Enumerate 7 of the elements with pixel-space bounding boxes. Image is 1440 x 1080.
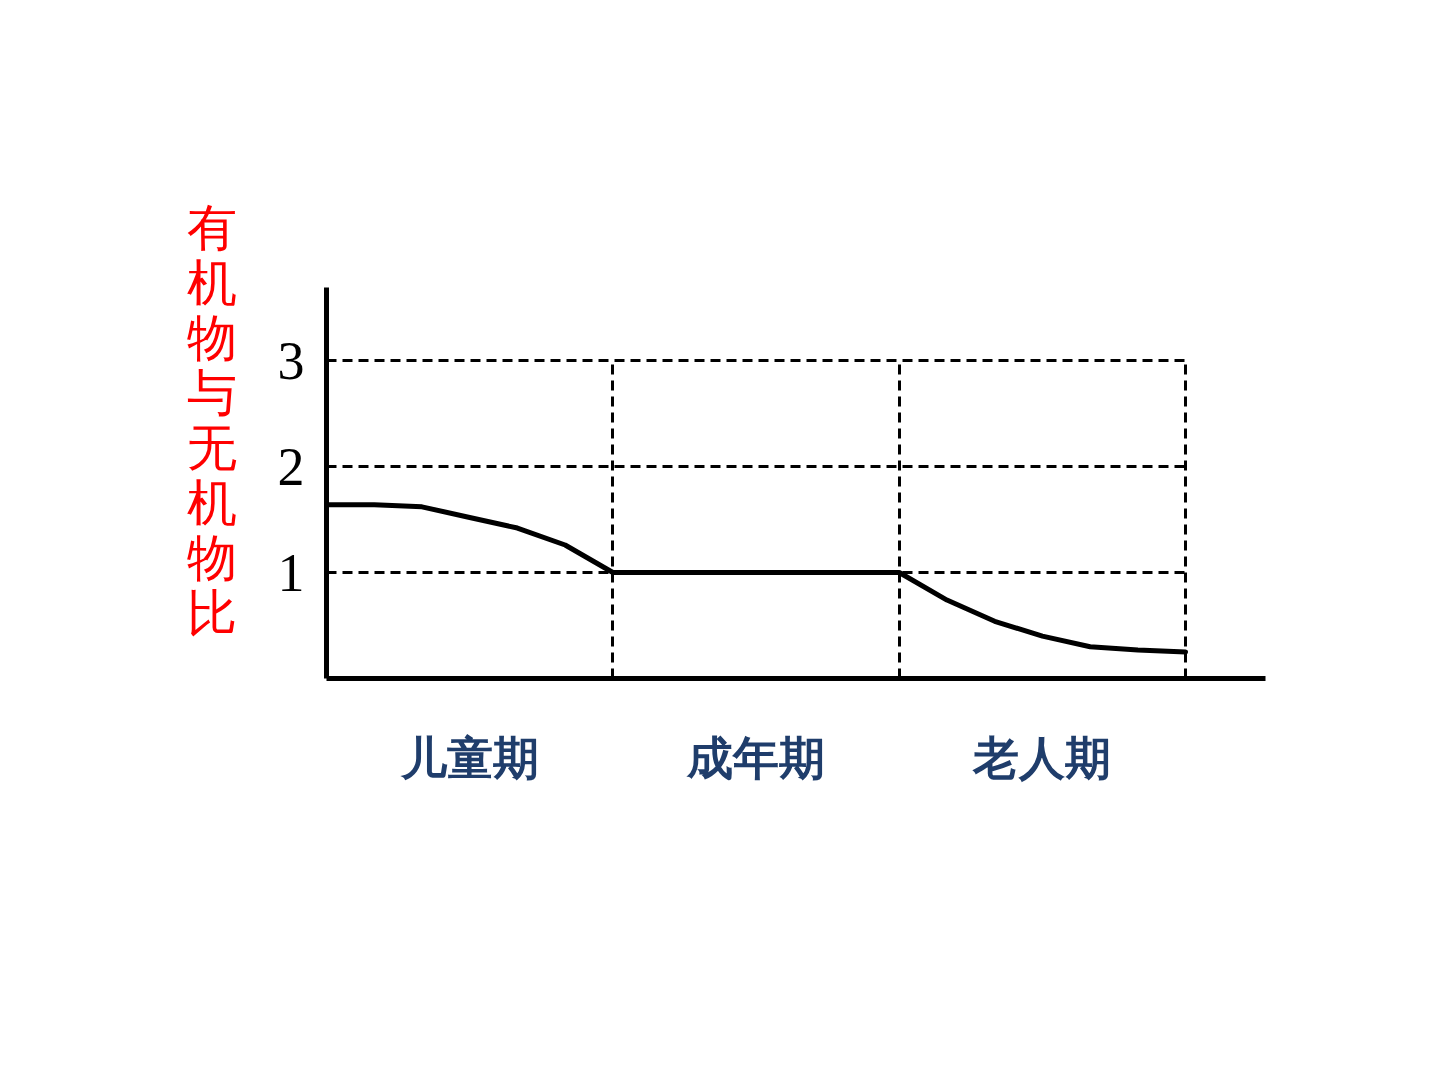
y-tick-label: 3 <box>277 330 305 391</box>
y-tick-label: 2 <box>277 436 305 497</box>
y-axis-title: 有机物与无机物比 <box>187 200 237 641</box>
x-tick-label: 儿童期 <box>399 732 539 784</box>
x-tick-label: 老人期 <box>972 732 1112 784</box>
x-tick-label: 成年期 <box>686 732 826 784</box>
y-tick-label: 1 <box>277 542 305 603</box>
